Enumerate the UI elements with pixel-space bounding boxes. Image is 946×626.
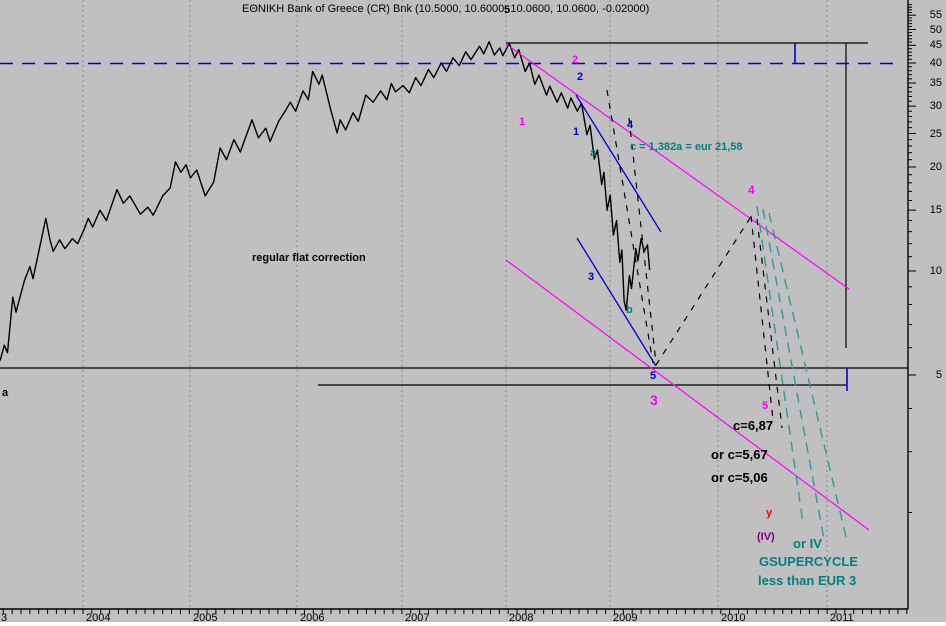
x-axis-label-2010: 2010 (721, 612, 746, 624)
teal-projection-2[interactable] (762, 208, 825, 540)
wave-label-y-13[interactable]: y (766, 507, 773, 519)
wave-label-a-15[interactable]: a (2, 387, 9, 399)
text-note-0[interactable]: regular flat correction (252, 252, 366, 264)
text-note-5[interactable]: or IV (793, 536, 822, 551)
y-axis-label-40: 40 (929, 57, 942, 69)
text-note-6[interactable]: GSUPERCYCLE (759, 554, 858, 569)
y-axis-label-10: 10 (929, 265, 942, 277)
channel-upper-magenta[interactable] (505, 43, 850, 290)
text-note-4[interactable]: or c=5,06 (711, 470, 768, 485)
wave-label-(IV)-14[interactable]: (IV) (757, 531, 775, 543)
wave-label-5-12[interactable]: 5 (762, 400, 769, 412)
y-axis-label-20: 20 (929, 161, 942, 173)
projection-down-2[interactable] (628, 117, 657, 364)
blue-trendline-2[interactable] (576, 237, 657, 367)
wave-label-1-1[interactable]: 1 (519, 116, 526, 128)
y-axis-label-45: 45 (929, 39, 942, 51)
wave-label-b-8[interactable]: b (626, 304, 633, 316)
y-axis-label-55: 55 (929, 9, 942, 21)
wave-label-5-0[interactable]: 5 (504, 4, 511, 16)
x-axis-label-3: 3 (1, 612, 8, 624)
x-axis-label-2004: 2004 (86, 612, 111, 624)
teal-projection-3[interactable] (768, 212, 848, 542)
y-axis-label-15: 15 (929, 204, 942, 216)
projection-wave5-b[interactable] (756, 218, 783, 429)
text-note-3[interactable]: or c=5,67 (711, 447, 768, 462)
x-axis-label-2011: 2011 (830, 612, 854, 624)
window-bottom-edge (0, 622, 946, 626)
teal-projection-1[interactable] (756, 205, 804, 524)
text-note-2[interactable]: c=6,87 (733, 418, 774, 433)
text-note-1[interactable]: c = 1,382a = eur 21,58 (630, 141, 743, 153)
x-axis-label-2008: 2008 (509, 612, 534, 624)
price-line (0, 41, 651, 361)
wave-label-1-3[interactable]: 1 (573, 126, 580, 138)
x-axis-label-2006: 2006 (300, 612, 325, 624)
channel-lower-magenta[interactable] (505, 259, 870, 531)
text-note-7[interactable]: less than EUR 3 (758, 573, 857, 588)
projection-wave5-a[interactable] (750, 215, 774, 421)
y-axis-label-30: 30 (929, 100, 942, 112)
x-axis-label-2009: 2009 (613, 612, 638, 624)
wave-label-a-5[interactable]: a (590, 147, 597, 159)
y-axis-label-25: 25 (929, 128, 942, 140)
blue-trendline-1[interactable] (575, 94, 662, 233)
y-axis-label-5: 5 (935, 369, 942, 381)
wave-label-2-4[interactable]: 2 (577, 71, 584, 83)
wave-label-4-6[interactable]: 4 (627, 119, 634, 131)
y-axis-label-50: 50 (929, 24, 942, 36)
x-axis-label-2005: 2005 (193, 612, 218, 624)
wave-label-3-10[interactable]: 3 (650, 392, 658, 408)
wave-label-4-11[interactable]: 4 (748, 183, 755, 197)
projection-up-wave4[interactable] (655, 214, 753, 366)
axes (0, 0, 916, 614)
wave-label-2-2[interactable]: 2 (572, 54, 579, 66)
wave-label-5-9[interactable]: 5 (650, 370, 657, 382)
wave-label-3-7[interactable]: 3 (588, 271, 595, 283)
x-axis-label-2007: 2007 (405, 612, 430, 624)
gridlines (82, 0, 828, 609)
trendlines-group (0, 42, 908, 542)
chart-title: EΘNIKH Bank of Greece (CR) Bnk (10.5000,… (242, 3, 650, 15)
y-axis-label-35: 35 (929, 77, 942, 89)
